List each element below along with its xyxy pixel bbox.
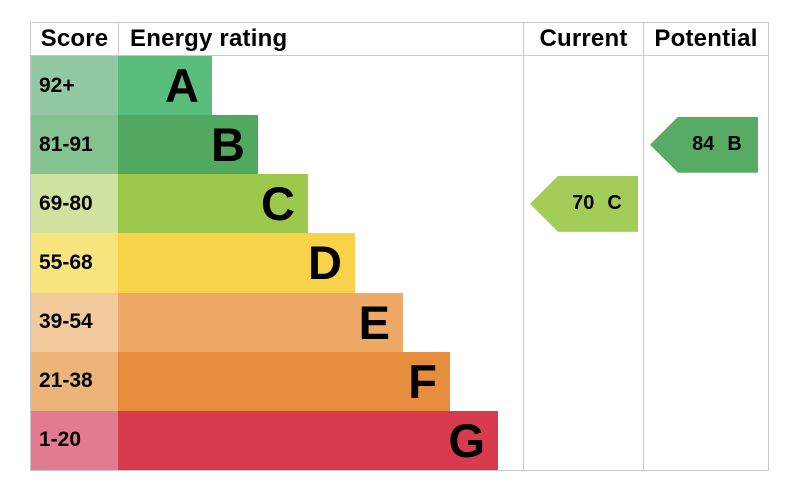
current-column-header: Current <box>523 23 643 55</box>
band-f-bar: F <box>118 351 450 411</box>
band-d-bar: D <box>118 233 355 293</box>
band-b-bar: B <box>118 115 258 175</box>
band-c-bar: C <box>118 174 308 234</box>
epc-table: Score Energy rating Current Potential 92… <box>30 22 769 471</box>
current-rating-value: 70 <box>572 192 595 215</box>
band-g-score: 1-20 <box>31 410 118 470</box>
potential-rating-band: B <box>727 133 742 156</box>
band-e-score: 39-54 <box>31 292 118 352</box>
band-c-score: 69-80 <box>31 174 118 234</box>
band-d-score: 55-68 <box>31 233 118 293</box>
band-a-bar: A <box>118 56 212 116</box>
chart-body: 92+ A 81-91 B 69-80 C 55-68 D 39-54 E <box>31 56 768 470</box>
band-row-e: 39-54 E <box>31 292 523 352</box>
potential-rating-value: 84 <box>692 133 715 156</box>
potential-rating-arrow: 84 B <box>650 116 758 173</box>
band-row-a: 92+ A <box>31 56 523 116</box>
band-row-g: 1-20 G <box>31 410 523 470</box>
band-g-bar: G <box>118 410 498 470</box>
current-rating-band: C <box>607 192 622 215</box>
band-a-score: 92+ <box>31 56 118 116</box>
band-b-score: 81-91 <box>31 115 118 175</box>
score-column-header: Score <box>40 25 109 52</box>
current-column: 70 C <box>523 56 643 470</box>
current-rating-arrow: 70 C <box>530 175 638 232</box>
potential-column-header: Potential <box>643 23 768 55</box>
energy-rating-column-header: Energy rating <box>118 23 523 55</box>
potential-column: 84 B <box>643 56 768 470</box>
band-row-c: 69-80 C <box>31 174 523 234</box>
band-row-d: 55-68 D <box>31 233 523 293</box>
band-row-f: 21-38 F <box>31 351 523 411</box>
bands-area: 92+ A 81-91 B 69-80 C 55-68 D 39-54 E <box>31 56 523 470</box>
band-e-bar: E <box>118 292 403 352</box>
header-row: Score Energy rating Current Potential <box>31 23 768 56</box>
band-f-score: 21-38 <box>31 351 118 411</box>
band-row-b: 81-91 B <box>31 115 523 175</box>
